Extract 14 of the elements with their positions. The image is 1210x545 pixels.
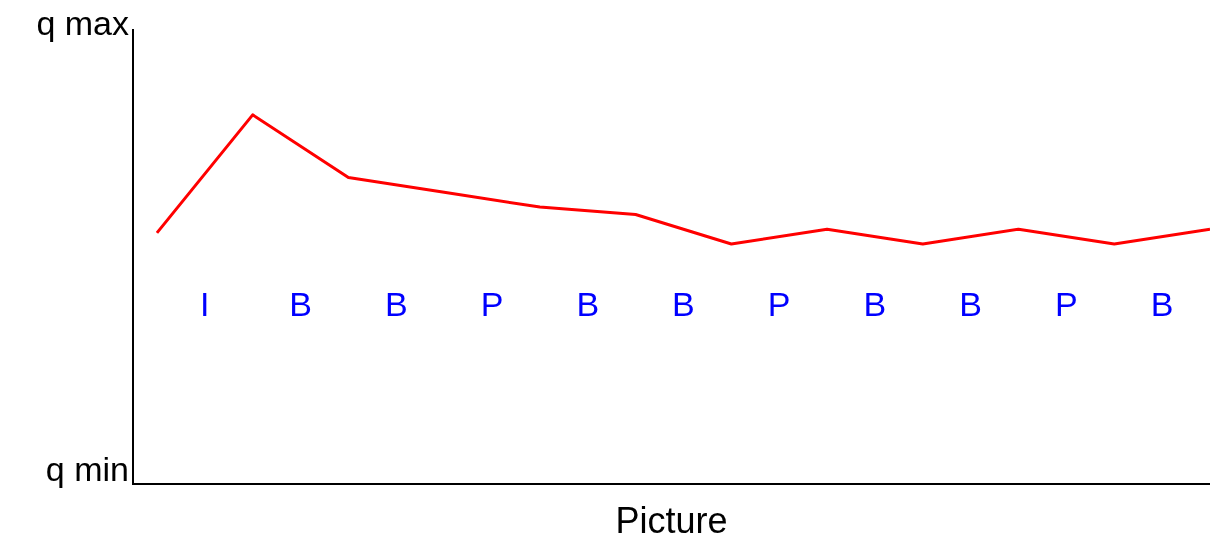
- annotation: B: [863, 285, 887, 324]
- annotation: P: [1055, 285, 1078, 324]
- annotation: B: [576, 285, 600, 324]
- annotation: B: [384, 285, 408, 324]
- annotation: P: [767, 285, 791, 324]
- annotation: B: [959, 285, 983, 324]
- annotation: B: [1150, 285, 1174, 324]
- annotation: B: [289, 285, 312, 324]
- annotation: I: [200, 285, 210, 324]
- x-axis-title: Picture: [615, 500, 728, 542]
- text: q max: [36, 4, 129, 43]
- annotation: B: [672, 285, 695, 324]
- text: q min: [45, 450, 129, 489]
- annotation: P: [480, 285, 504, 324]
